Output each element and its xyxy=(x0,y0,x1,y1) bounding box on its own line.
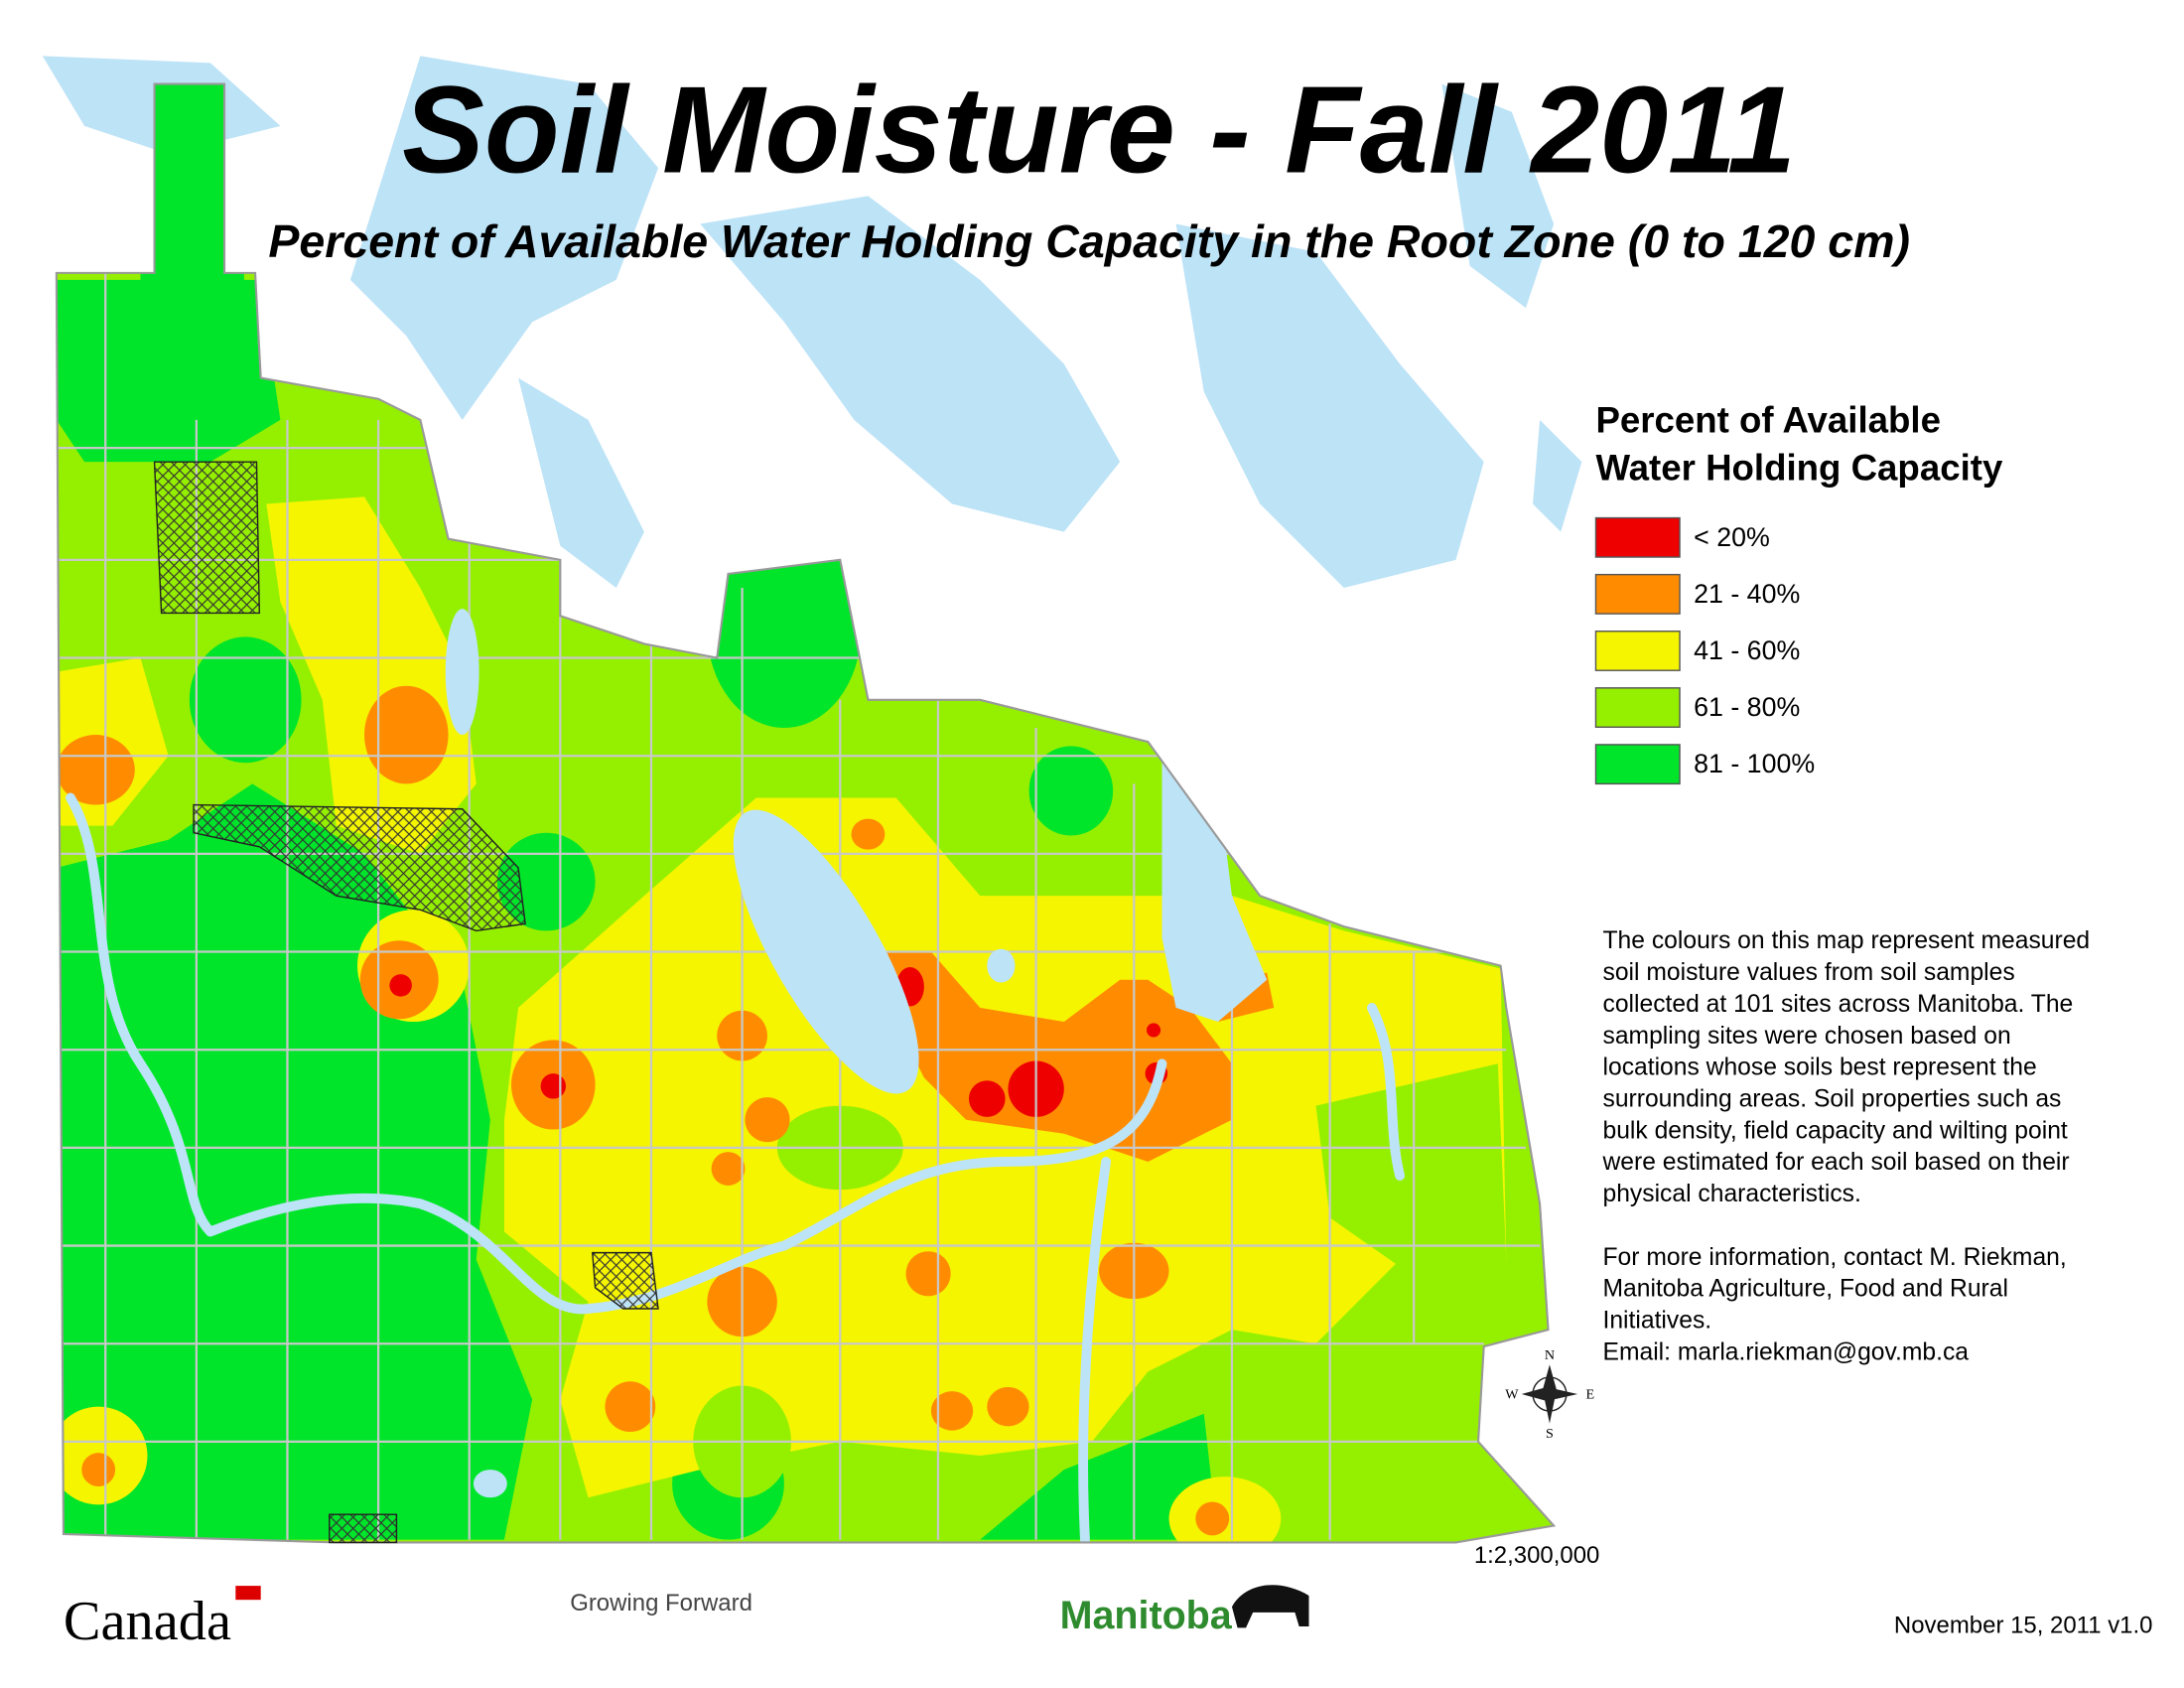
description: The colours on this map represent measur… xyxy=(1602,927,2091,1365)
canada-flag xyxy=(235,1586,261,1601)
bison-icon xyxy=(1231,1585,1309,1628)
legend-swatch xyxy=(1594,573,1681,615)
description-line: physical characteristics. xyxy=(1603,1181,1861,1207)
description-line: Email: marla.riekman@gov.mb.ca xyxy=(1603,1338,1970,1365)
moisture-zone xyxy=(189,636,302,764)
description-line: were estimated for each soil based on th… xyxy=(1602,1149,2070,1176)
logo-growing-forward: Growing Forward xyxy=(570,1590,752,1617)
legend-swatch xyxy=(1594,687,1681,729)
description-line: collected at 101 sites across Manitoba. … xyxy=(1603,991,2074,1018)
legend-title: Water Holding Capacity xyxy=(1595,447,2003,488)
compass-e: E xyxy=(1586,1387,1595,1403)
moisture-zone xyxy=(540,1073,566,1099)
grid xyxy=(56,265,1541,1540)
moisture-zone xyxy=(389,974,412,997)
description-line: The colours on this map represent measur… xyxy=(1603,927,2091,954)
compass: N S E W xyxy=(1505,1347,1594,1442)
moisture-zone xyxy=(980,1413,1218,1540)
reserves xyxy=(153,461,659,1544)
moisture-zone xyxy=(968,1080,1006,1117)
legend-label: < 20% xyxy=(1694,522,1770,552)
moisture-zone xyxy=(745,1097,790,1143)
moisture-zone xyxy=(711,1152,746,1186)
legend-swatch xyxy=(1594,631,1681,671)
description-line: soil moisture values from soil samples xyxy=(1603,959,2015,986)
description-line: sampling sites were chosen based on xyxy=(1603,1023,2011,1050)
legend-title: Percent of Available xyxy=(1595,399,1941,440)
legend-label: 41 - 60% xyxy=(1694,635,1800,665)
compass-s: S xyxy=(1546,1426,1554,1442)
scale: 1:2,300,000 xyxy=(1474,1542,1600,1569)
moisture-zone xyxy=(987,1386,1029,1427)
map-subtitle: Percent of Available Water Holding Capac… xyxy=(268,215,1910,267)
map-title: Soil Moisture - Fall 2011 xyxy=(402,63,1796,200)
logo-canada: Canada xyxy=(64,1591,231,1652)
northern-lakes xyxy=(42,56,1582,589)
moisture-zone xyxy=(140,83,246,337)
moisture-zone xyxy=(905,1251,951,1297)
moisture-zone xyxy=(81,1453,116,1487)
description-line: Initiatives. xyxy=(1603,1307,1712,1334)
moisture-zone xyxy=(1146,1023,1161,1038)
legend-label: 81 - 100% xyxy=(1694,749,1815,778)
legend-label: 21 - 40% xyxy=(1694,579,1800,609)
compass-n: N xyxy=(1545,1347,1555,1363)
moisture-zone xyxy=(930,1391,974,1431)
moisture-zone xyxy=(1315,1063,1507,1267)
legend-swatch xyxy=(1594,744,1681,785)
moisture-zone xyxy=(851,818,886,850)
legend: Percent of Available Water Holding Capaci… xyxy=(1594,399,2003,785)
compass-w: W xyxy=(1505,1387,1519,1403)
moisture-zone xyxy=(1195,1501,1230,1536)
moisture-zone xyxy=(707,531,862,729)
date: November 15, 2011 v1.0 xyxy=(1894,1612,2153,1638)
description-line: Manitoba Agriculture, Food and Rural xyxy=(1603,1276,2008,1303)
legend-label: 61 - 80% xyxy=(1694,692,1800,722)
logo-manitoba: Manitoba xyxy=(1060,1594,1233,1637)
moisture-zone xyxy=(56,735,135,805)
legend-swatch xyxy=(1594,516,1681,558)
moisture-zone xyxy=(605,1381,656,1433)
moisture-zone xyxy=(363,685,449,784)
description-line: For more information, contact M. Riekman… xyxy=(1603,1244,2067,1271)
moisture-zone xyxy=(1028,746,1114,836)
description-line: locations whose soils best represent the xyxy=(1603,1055,2037,1081)
description-line: bulk density, field capacity and wilting… xyxy=(1603,1117,2068,1144)
description-line: surrounding areas. Soil properties such … xyxy=(1603,1085,2062,1112)
